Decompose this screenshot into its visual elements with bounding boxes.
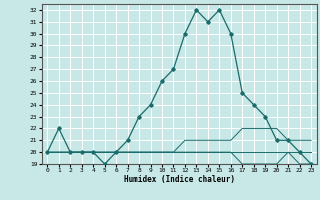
X-axis label: Humidex (Indice chaleur): Humidex (Indice chaleur) bbox=[124, 175, 235, 184]
